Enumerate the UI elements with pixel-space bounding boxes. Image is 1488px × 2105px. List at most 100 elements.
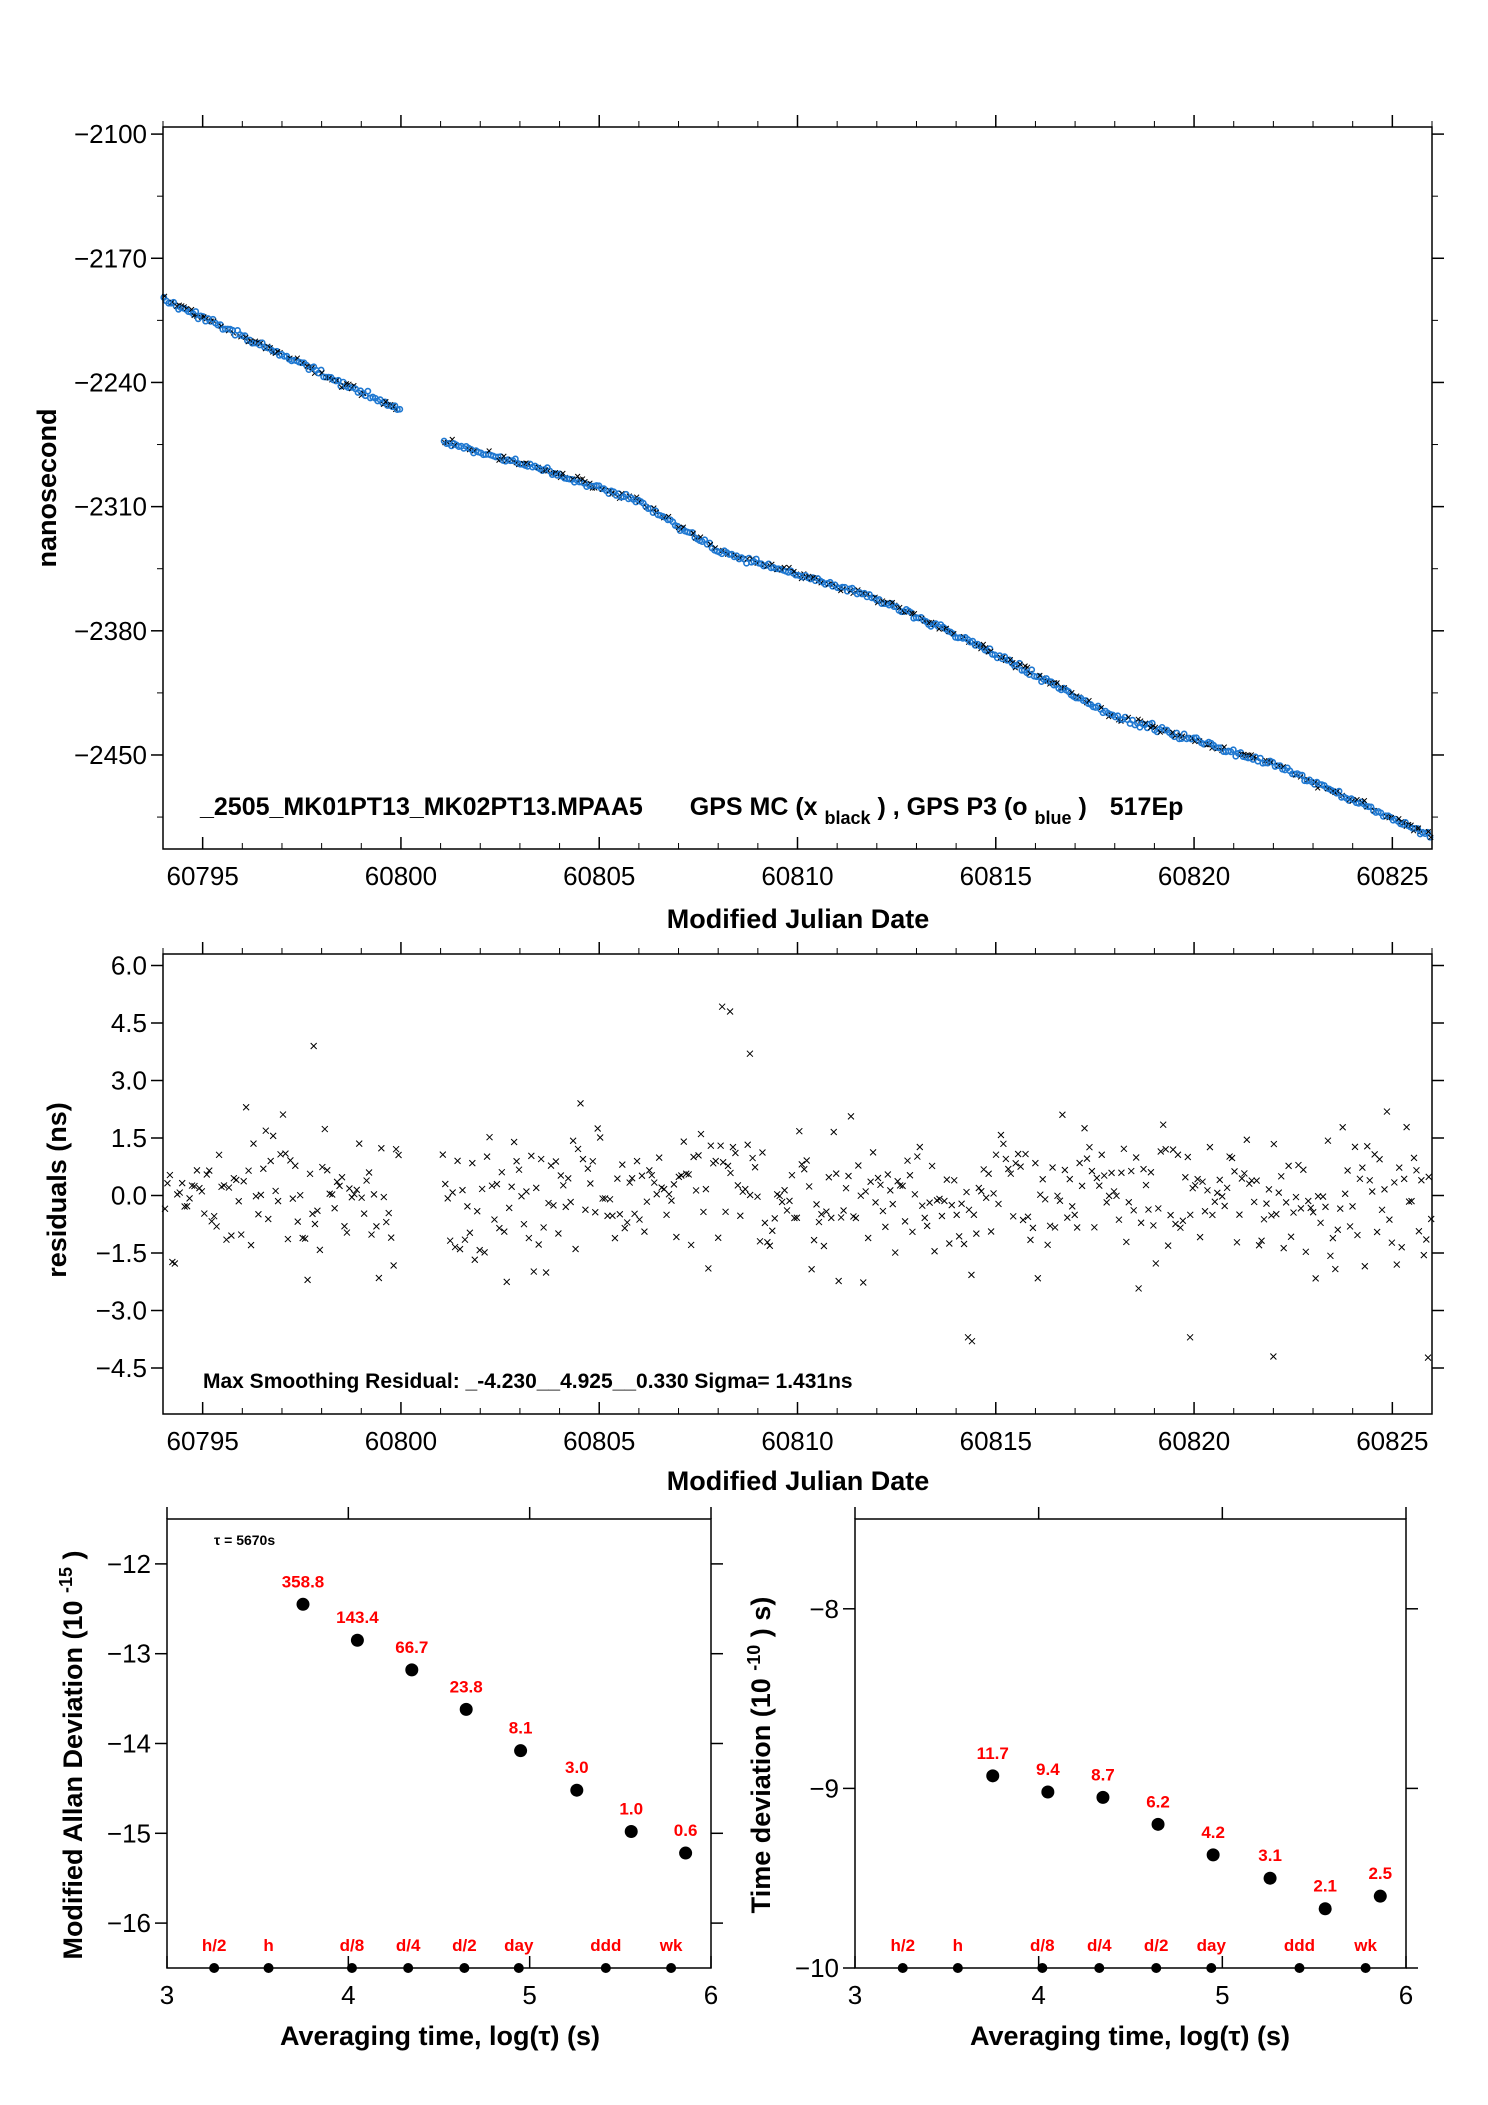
residual-point [923, 1222, 931, 1230]
residual-point [547, 1162, 555, 1169]
gps-p3-point [689, 529, 696, 536]
residual-point [751, 1163, 759, 1171]
residual-point [1395, 1164, 1403, 1171]
mdev-interval-marker [666, 1963, 677, 1973]
residual-point [1218, 1193, 1226, 1200]
residual-point [1378, 1206, 1386, 1214]
tdev-point [1041, 1785, 1055, 1799]
phase-panel: 60795 60800 60805 60810 60815 60820 60825 −2100… [32, 115, 1444, 934]
residual-point [582, 1206, 589, 1214]
residual-point [938, 1212, 946, 1220]
residual-point [188, 1182, 196, 1189]
residual-point [1132, 1154, 1140, 1161]
residual-point [1213, 1189, 1221, 1197]
residual-point [515, 1166, 523, 1174]
residual-point [756, 1237, 764, 1245]
residual-point [1280, 1244, 1288, 1252]
gps-mc-point [1425, 828, 1432, 835]
residual-point [754, 1193, 761, 1201]
mdev-plot-frame [166, 1518, 712, 1969]
residual-point [1420, 1251, 1428, 1259]
residual-point [289, 1195, 297, 1202]
residual-point [1017, 1163, 1024, 1170]
residual-point [1078, 1182, 1086, 1190]
residual-point [972, 1230, 980, 1237]
residual-point [252, 1192, 260, 1200]
title-gps-mc: GPS MC (x [690, 793, 818, 821]
residual-point [476, 1246, 484, 1254]
residual-point [931, 1247, 938, 1255]
mdev-y-tick-label: −13 [107, 1639, 151, 1669]
residual-point [387, 1234, 395, 1241]
residual-point [879, 1207, 887, 1215]
gps-p3-point [1075, 694, 1082, 702]
residual-point [310, 1042, 318, 1050]
tdev-interval-marker [1151, 1963, 1162, 1973]
residual-point [350, 1190, 358, 1198]
residual-point [1331, 1265, 1339, 1273]
residual-point [1206, 1143, 1214, 1151]
residual-point [331, 1204, 338, 1212]
gps-mc-point [769, 561, 775, 568]
residual-point [793, 1214, 801, 1222]
gps-p3-point [1414, 825, 1422, 832]
residual-point [535, 1241, 543, 1248]
residual-point [336, 1182, 343, 1190]
residual-point [1231, 1168, 1238, 1175]
residual-point [176, 1189, 184, 1196]
residual-point [205, 1167, 213, 1175]
phase-x-tick-label: 60820 [1158, 861, 1230, 891]
residual-point [1186, 1333, 1194, 1341]
title-subscript-black: black [825, 808, 872, 828]
gps-mc-point [786, 564, 792, 571]
residual-point [712, 1157, 720, 1165]
residual-point [896, 1182, 904, 1189]
mdev-point [570, 1783, 584, 1797]
residual-point [695, 1151, 702, 1159]
residual-point [1418, 1176, 1425, 1184]
residual-point [191, 1182, 198, 1190]
mdev-ylabel-close: ) [58, 1550, 88, 1559]
residual-point [1120, 1145, 1128, 1153]
residual-point [653, 1190, 661, 1198]
residual-point [338, 1173, 346, 1181]
residual-point [1002, 1155, 1010, 1163]
residual-point [228, 1232, 235, 1239]
residual-point [1103, 1199, 1111, 1206]
residual-point [496, 1224, 503, 1232]
residual-point [990, 1190, 997, 1197]
phase-x-tick-label: 60795 [167, 861, 239, 891]
phase-x-tick-label: 60825 [1356, 861, 1428, 891]
residual-point [1260, 1215, 1268, 1223]
residual-point [232, 1176, 240, 1184]
residual-point [1390, 1179, 1398, 1186]
residual-point [810, 1236, 818, 1244]
residual-point [368, 1231, 375, 1238]
residual-point [456, 1245, 464, 1253]
residual-point [1172, 1220, 1179, 1228]
residual-point [1302, 1248, 1310, 1256]
residuals-x-tick-label: 60800 [365, 1426, 437, 1456]
residuals-x-tick-label: 60820 [1158, 1426, 1230, 1456]
residual-point [611, 1234, 619, 1242]
residual-point [166, 1171, 174, 1179]
residuals-x-tick-label: 60825 [1356, 1426, 1428, 1456]
gps-p3-point [1335, 787, 1343, 795]
residual-point [813, 1201, 820, 1208]
phase-y-tick-label: −2450 [74, 740, 147, 770]
residual-point [304, 1276, 311, 1284]
residual-point [235, 1197, 243, 1205]
residual-point [491, 1216, 498, 1223]
residual-point [677, 1172, 685, 1179]
residual-point [1400, 1175, 1408, 1183]
residual-point [1354, 1231, 1361, 1239]
title-close: ) [1078, 793, 1086, 821]
residual-point [736, 1212, 744, 1220]
residual-point [523, 1188, 530, 1195]
mdev-interval-marker [346, 1963, 357, 1973]
residual-point [1056, 1197, 1064, 1205]
gps-p3-point [192, 308, 200, 315]
mdev-point [405, 1663, 419, 1677]
residual-point [1373, 1228, 1381, 1236]
mdev-point-label: 8.1 [509, 1719, 533, 1738]
